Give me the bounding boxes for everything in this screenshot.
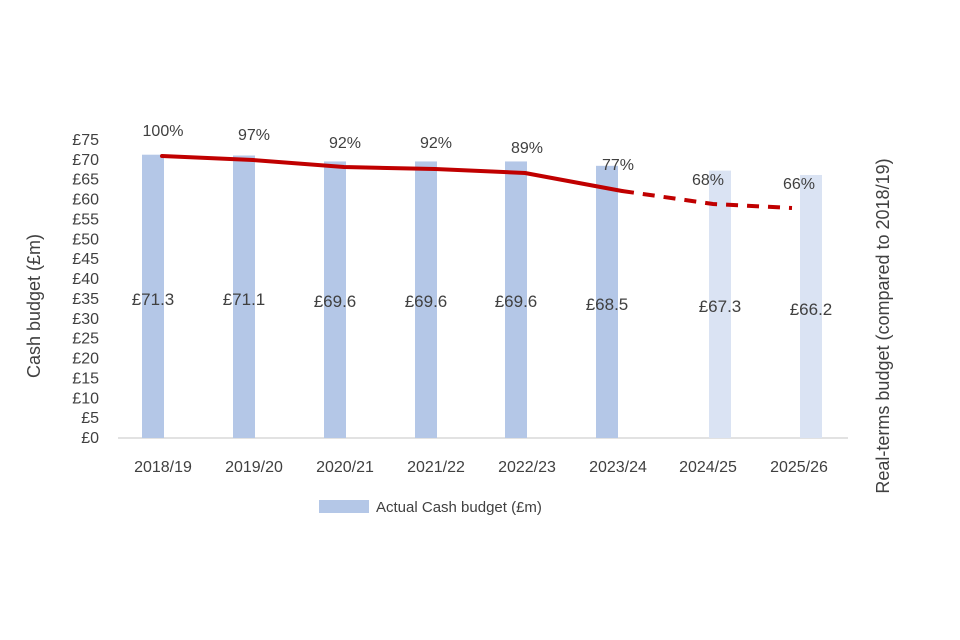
x-axis-categories: 2018/19 2019/20 2020/21 2021/22 2022/23 2023/…: [134, 459, 828, 476]
y-tick-label: £75: [72, 132, 99, 149]
line-value-label: 77%: [602, 157, 634, 174]
line-value-label: 100%: [143, 123, 184, 140]
bar-2024-25: [709, 170, 731, 438]
bar-2025-26: [800, 174, 822, 438]
bar-2023-24: [596, 165, 618, 438]
real-terms-line-series: [160, 154, 793, 210]
legend: Actual Cash budget (£m): [319, 499, 542, 516]
bar-value-label: £68.5: [586, 295, 629, 314]
x-category-label: 2022/23: [498, 459, 556, 476]
y-axis-ticks: £0 £5 £10 £15 £20 £25 £30 £35 £40 £45 £50 £55 £60 £65…: [72, 132, 99, 447]
x-category-label: 2021/22: [407, 459, 465, 476]
x-category-label: 2018/19: [134, 459, 192, 476]
x-category-label: 2019/20: [225, 459, 283, 476]
legend-swatch: [319, 500, 369, 513]
y-tick-label: £20: [72, 351, 99, 368]
y-tick-label: £65: [72, 172, 99, 189]
y-tick-label: £35: [72, 291, 99, 308]
bar-value-label: £67.3: [699, 297, 742, 316]
y-tick-label: £10: [72, 390, 99, 407]
line-value-label: 92%: [420, 135, 452, 152]
bar-value-label: £69.6: [314, 292, 357, 311]
bar-2021-22: [415, 161, 437, 438]
bar-series: [142, 154, 822, 438]
bar-value-label: £66.2: [790, 300, 833, 319]
y-tick-label: £5: [81, 410, 99, 427]
bar-2019-20: [233, 155, 255, 438]
bar-value-labels: £71.3 £71.1 £69.6 £69.6 £69.6 £68.5 £67.3 £66.2: [132, 290, 833, 319]
y2-axis-title: Real-terms budget (compared to 2018/19): [873, 158, 893, 493]
bar-2020-21: [324, 161, 346, 438]
line-value-labels: 100% 97% 92% 92% 89% 77% 68% 66%: [143, 123, 815, 193]
legend-label: Actual Cash budget (£m): [376, 499, 542, 516]
y-axis-title: Cash budget (£m): [24, 234, 44, 378]
bar-value-label: £71.1: [223, 290, 266, 309]
x-category-label: 2023/24: [589, 459, 647, 476]
x-category-label: 2025/26: [770, 459, 828, 476]
y-tick-label: £0: [81, 430, 99, 447]
bar-2018-19: [142, 154, 164, 438]
real-terms-line-projected: [621, 189, 793, 210]
y-tick-label: £40: [72, 271, 99, 288]
line-value-label: 68%: [692, 172, 724, 189]
line-value-label: 89%: [511, 140, 543, 157]
y-tick-label: £15: [72, 370, 99, 387]
bar-value-label: £69.6: [405, 292, 448, 311]
y-tick-label: £60: [72, 192, 99, 209]
line-value-label: 97%: [238, 127, 270, 144]
x-category-label: 2020/21: [316, 459, 374, 476]
x-category-label: 2024/25: [679, 459, 737, 476]
line-value-label: 66%: [783, 176, 815, 193]
y-tick-label: £70: [72, 152, 99, 169]
bar-value-label: £69.6: [495, 292, 538, 311]
y-tick-label: £45: [72, 251, 99, 268]
y-tick-label: £55: [72, 211, 99, 228]
real-terms-line-actual: [160, 154, 624, 193]
y-tick-label: £25: [72, 331, 99, 348]
bar-2022-23: [505, 161, 527, 438]
bar-value-label: £71.3: [132, 290, 175, 309]
y-tick-label: £50: [72, 231, 99, 248]
line-value-label: 92%: [329, 135, 361, 152]
y-tick-label: £30: [72, 311, 99, 328]
